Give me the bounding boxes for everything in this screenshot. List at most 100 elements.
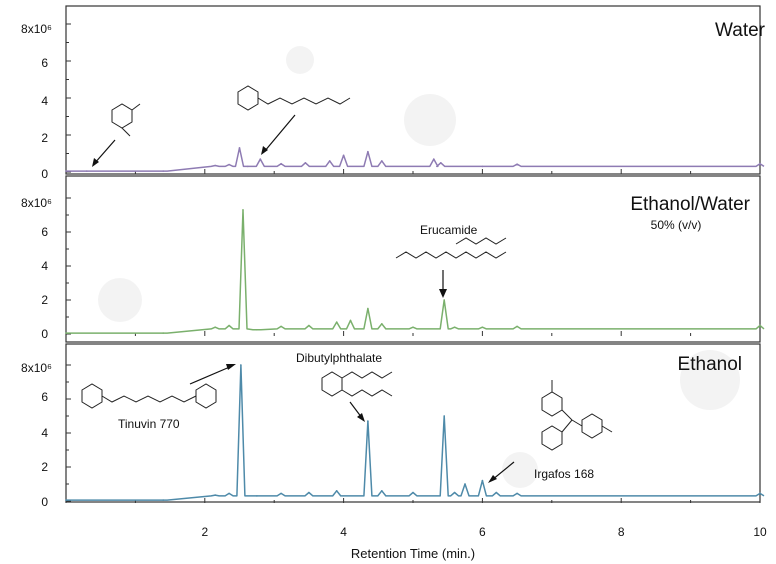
y-tick-label: 8x10⁶ bbox=[21, 361, 52, 375]
data-point bbox=[349, 319, 352, 322]
background-watermark bbox=[98, 46, 740, 488]
data-point bbox=[65, 499, 67, 501]
y-tick-label: 4 bbox=[41, 94, 48, 108]
annotation-label: Dibutylphthalate bbox=[296, 351, 382, 365]
data-point bbox=[256, 495, 258, 497]
data-point bbox=[162, 332, 164, 334]
x-tick-label: 6 bbox=[479, 525, 486, 539]
data-point bbox=[481, 479, 484, 482]
y-tick-label: 6 bbox=[41, 225, 48, 239]
data-point bbox=[440, 162, 442, 164]
data-point bbox=[214, 494, 216, 496]
annotation-arrow bbox=[189, 365, 233, 385]
y-tick-label: 2 bbox=[41, 131, 48, 145]
arrowhead bbox=[226, 364, 236, 370]
data-point bbox=[247, 165, 249, 168]
data-point bbox=[443, 299, 446, 301]
annotation-arrow bbox=[491, 461, 515, 481]
data-point bbox=[342, 154, 345, 157]
data-point bbox=[280, 492, 282, 495]
annotation-arrow bbox=[93, 139, 116, 165]
y-tick-label: 0 bbox=[41, 167, 48, 181]
data-point bbox=[240, 364, 242, 366]
data-point bbox=[367, 307, 369, 310]
panel-ethanol: 0 2 4 6 8x10⁶ Ethanol Tinuvin 770 Dibuty… bbox=[21, 343, 765, 509]
y-tick-label: 4 bbox=[41, 426, 48, 440]
data-point bbox=[228, 163, 230, 166]
structure-tinuvin-770-icon bbox=[81, 383, 217, 409]
annotation-label: Erucamide bbox=[420, 223, 478, 237]
annotation-label: Tinuvin 770 bbox=[118, 417, 180, 431]
data-point bbox=[412, 491, 414, 494]
data-point bbox=[443, 415, 446, 417]
chromatogram-trace bbox=[66, 147, 765, 172]
panel-title: Water bbox=[715, 20, 766, 41]
panel-title: Ethanol bbox=[678, 354, 742, 375]
structure-ester-icon bbox=[237, 85, 351, 111]
data-point bbox=[304, 162, 307, 164]
data-point bbox=[759, 324, 761, 327]
data-point bbox=[259, 158, 262, 160]
panel-title: Ethanol/Water bbox=[630, 194, 750, 215]
data-point bbox=[367, 420, 369, 422]
data-point bbox=[86, 170, 88, 172]
data-point bbox=[381, 323, 383, 325]
data-point bbox=[228, 324, 230, 327]
data-point bbox=[214, 164, 216, 167]
x-tick-label: 10 bbox=[753, 525, 767, 539]
panel-frame bbox=[65, 5, 761, 175]
data-point bbox=[495, 491, 498, 494]
data-point bbox=[214, 326, 216, 329]
data-point bbox=[162, 170, 164, 172]
y-tick-label: 8x10⁶ bbox=[21, 22, 52, 36]
structure-erucamide-icon bbox=[395, 237, 507, 259]
data-point bbox=[280, 162, 282, 165]
structure-dibutylphthalate-icon bbox=[321, 371, 393, 397]
data-point bbox=[453, 326, 456, 329]
data-point bbox=[516, 325, 518, 328]
data-point bbox=[481, 165, 484, 168]
chromatogram-trace bbox=[66, 364, 765, 501]
annotation-label: Irgafos 168 bbox=[534, 467, 594, 481]
arrowhead bbox=[488, 475, 497, 483]
y-tick-label: 2 bbox=[41, 460, 48, 474]
x-tick-label: 2 bbox=[201, 525, 208, 539]
data-point bbox=[65, 332, 67, 334]
chromatogram-trace bbox=[66, 209, 765, 334]
data-point bbox=[242, 209, 244, 211]
x-tick-label: 4 bbox=[340, 525, 347, 539]
panel-ethanol-water: 0 2 4 6 8x10⁶ Ethanol/Water 50% (v/v) Er… bbox=[21, 175, 765, 343]
data-point bbox=[412, 326, 414, 329]
data-point bbox=[381, 490, 383, 492]
x-axis-title: Retention Time (min.) bbox=[351, 546, 475, 561]
x-tick-label: 8 bbox=[618, 525, 625, 539]
arrowhead bbox=[92, 158, 99, 167]
data-point bbox=[464, 483, 466, 485]
data-point bbox=[335, 321, 338, 323]
arrowhead bbox=[439, 289, 447, 298]
data-point bbox=[367, 150, 369, 153]
y-tick-label: 2 bbox=[41, 293, 48, 307]
panel-frame bbox=[65, 175, 761, 343]
data-point bbox=[453, 491, 456, 494]
data-point bbox=[162, 499, 164, 501]
arrowhead bbox=[261, 146, 268, 155]
data-point bbox=[308, 324, 310, 327]
y-tick-label: 8x10⁶ bbox=[21, 196, 52, 210]
data-point bbox=[433, 158, 435, 160]
data-point bbox=[65, 170, 67, 172]
panel-subtitle: 50% (v/v) bbox=[651, 218, 702, 232]
data-point bbox=[381, 160, 383, 162]
arrowhead bbox=[357, 413, 365, 422]
data-point bbox=[516, 163, 518, 165]
data-point bbox=[328, 160, 331, 162]
data-point bbox=[256, 329, 258, 331]
panel-water: 0 2 4 6 8x10⁶ Water bbox=[21, 5, 766, 181]
y-tick-label: 4 bbox=[41, 259, 48, 273]
y-tick-label: 6 bbox=[41, 390, 48, 404]
data-point bbox=[308, 491, 310, 494]
data-point bbox=[481, 326, 484, 329]
data-point bbox=[335, 490, 338, 492]
data-point bbox=[280, 325, 282, 328]
